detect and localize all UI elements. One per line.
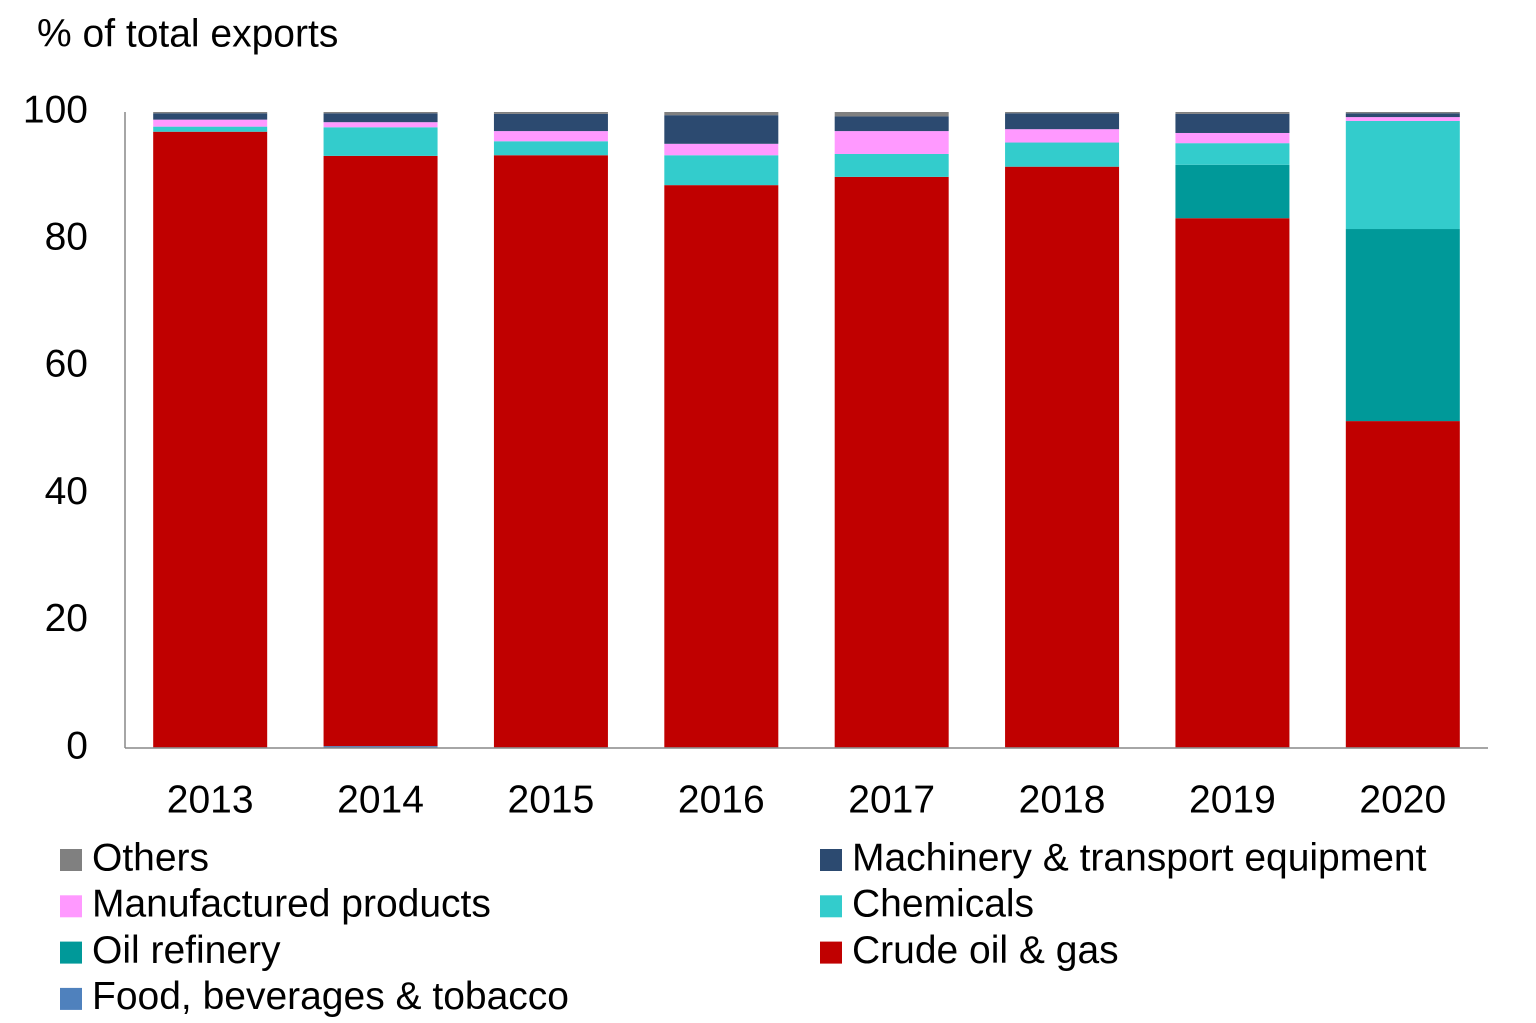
bar-segment: [493, 155, 608, 748]
bar-segment: [323, 127, 438, 156]
legend-swatch: [820, 941, 842, 964]
bar-segment: [664, 185, 779, 748]
bar-segment: [664, 143, 779, 156]
legend-label: Oil refinery: [92, 929, 281, 972]
y-tick-label: 0: [66, 724, 88, 767]
bar-segment: [834, 112, 949, 117]
bar-segment: [153, 126, 268, 132]
bar-segment: [1005, 142, 1120, 167]
legend-label: Chemicals: [852, 883, 1034, 926]
bar-segment: [664, 155, 779, 186]
bar-segment: [153, 112, 268, 114]
bar-segment: [1345, 117, 1460, 121]
bar-segment: [1175, 218, 1290, 748]
x-tick-label: 2017: [848, 778, 935, 821]
legend-swatch: [60, 849, 82, 871]
bar-segment: [834, 153, 949, 177]
y-tick-label: 80: [45, 215, 88, 258]
bar-segment: [1345, 229, 1460, 422]
bar-segment: [834, 131, 949, 154]
x-tick-label: 2013: [167, 778, 254, 821]
legend-swatch: [60, 987, 82, 1010]
bar-segment: [1345, 112, 1460, 114]
bar-segment: [1345, 421, 1460, 748]
bar-segment: [664, 112, 779, 116]
legend-swatch: [820, 895, 842, 918]
x-tick-label: 2014: [337, 778, 424, 821]
y-tick-label: 100: [23, 88, 88, 131]
y-tick-label: 40: [45, 470, 88, 513]
bar-segment: [1005, 112, 1120, 114]
bar-segment: [323, 746, 438, 748]
x-tick-label: 2018: [1019, 778, 1106, 821]
bar-segment: [1175, 112, 1290, 114]
bar-segment: [1175, 164, 1290, 219]
bar-segment: [834, 176, 949, 748]
legend-swatch: [60, 941, 82, 964]
legend-label: Machinery & transport equipment: [852, 836, 1427, 879]
bar-segment: [493, 141, 608, 156]
y-axis-label: % of total exports: [37, 12, 338, 55]
bar-segment: [323, 155, 438, 747]
bar-segment: [153, 119, 268, 127]
bar-segment: [493, 131, 608, 142]
bar-segment: [493, 112, 608, 114]
bar-segment: [664, 115, 779, 144]
legend-label: Crude oil & gas: [852, 929, 1119, 972]
bar-segment: [1345, 113, 1460, 118]
bar-segment: [834, 116, 949, 132]
bar-segment: [493, 113, 608, 132]
legend-swatch: [60, 895, 82, 918]
y-tick-label: 60: [45, 343, 88, 386]
x-tick-label: 2020: [1359, 778, 1446, 821]
bar-segment: [323, 112, 438, 114]
bar-segment: [1175, 132, 1290, 144]
x-tick-label: 2016: [678, 778, 765, 821]
x-tick-label: 2015: [508, 778, 595, 821]
bar-segment: [1175, 113, 1290, 133]
bar-segment: [1175, 143, 1290, 165]
bar-segment: [1005, 129, 1120, 143]
legend-swatch: [820, 849, 842, 871]
bar-segment: [153, 113, 268, 120]
bar-segment: [1345, 120, 1460, 230]
x-tick-label: 2019: [1189, 778, 1276, 821]
legend-label: Food, beverages & tobacco: [92, 975, 569, 1018]
bar-segment: [153, 131, 268, 748]
bar-segment: [1005, 166, 1120, 748]
bar-segment: [323, 113, 438, 123]
legend-label: Manufactured products: [92, 883, 491, 926]
y-tick-label: 20: [45, 597, 88, 640]
legend-label: Others: [92, 836, 209, 879]
bar-segment: [1005, 113, 1120, 130]
bar-segment: [323, 122, 438, 128]
